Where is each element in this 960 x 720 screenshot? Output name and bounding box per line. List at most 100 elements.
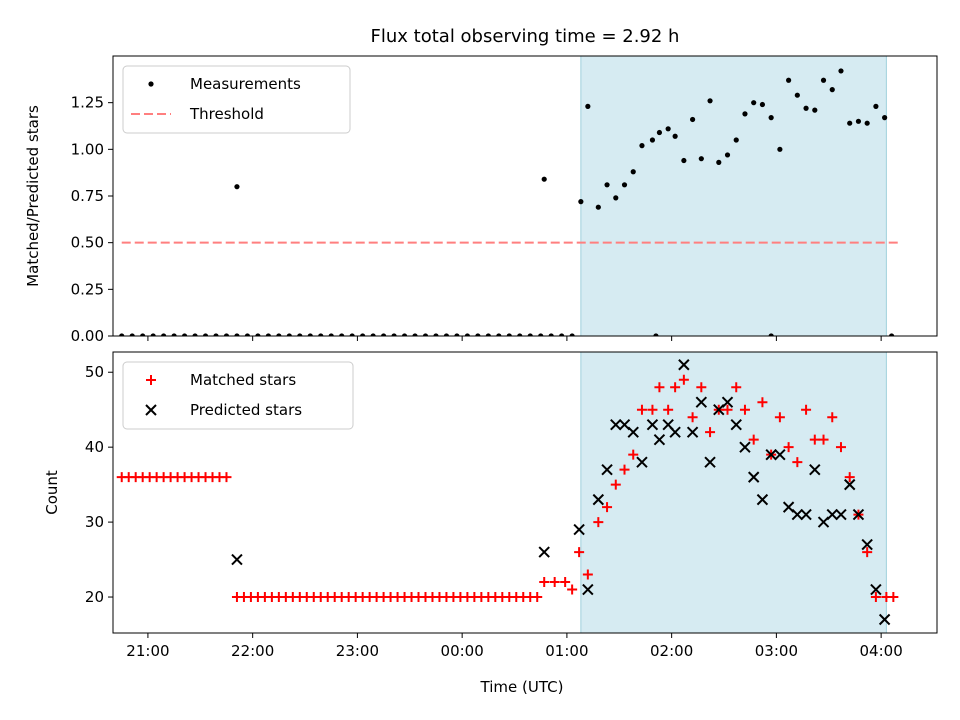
matched-star-point bbox=[888, 592, 899, 603]
measurement-point bbox=[380, 333, 387, 336]
legend: Matched stars Predicted stars bbox=[122, 361, 354, 430]
measurement-point bbox=[578, 199, 584, 205]
measurement-point bbox=[276, 333, 282, 336]
x-tick-label: 00:00 bbox=[441, 642, 484, 660]
predicted-star-point bbox=[592, 493, 605, 506]
matched-star-point bbox=[687, 412, 698, 423]
predicted-star-point bbox=[704, 456, 716, 468]
measurement-point bbox=[475, 333, 481, 336]
matched-star-point bbox=[792, 457, 803, 468]
measurement-point bbox=[422, 333, 429, 336]
y-tick-label: 30 bbox=[85, 513, 104, 531]
observing-window-span bbox=[580, 55, 887, 337]
measurement-point bbox=[716, 159, 722, 165]
matched-star-point bbox=[722, 404, 733, 415]
matched-star-point bbox=[628, 449, 639, 460]
predicted-star-point bbox=[610, 418, 622, 431]
x-axis-label: Time (UTC) bbox=[480, 678, 564, 696]
legend-measurement-swatch bbox=[148, 81, 154, 87]
matched-star-point bbox=[844, 472, 855, 483]
measurement-point bbox=[443, 333, 450, 336]
matched-star-point bbox=[593, 517, 604, 528]
matched-star-point bbox=[757, 397, 768, 408]
measurement-point bbox=[681, 157, 687, 164]
y-tick-label: 20 bbox=[85, 588, 104, 606]
matched-star-point bbox=[705, 427, 716, 438]
matched-star-point bbox=[539, 577, 550, 588]
measurement-point bbox=[527, 333, 533, 336]
count-panel: 20 30 40 50 21:00 22:00 23:00 00:00 01:00 02:00 03… bbox=[43, 351, 938, 696]
data-layer bbox=[119, 68, 899, 336]
y-tick-label: 50 bbox=[85, 363, 104, 381]
measurement-point bbox=[689, 116, 696, 123]
measurement-point bbox=[234, 333, 240, 336]
predicted-star-point bbox=[809, 463, 821, 476]
y-axis-label: Count bbox=[43, 470, 61, 515]
measurement-point bbox=[639, 143, 645, 149]
measurement-point bbox=[698, 156, 704, 162]
measurement-point bbox=[656, 129, 663, 136]
measurement-point bbox=[724, 152, 731, 158]
y-axis-label: Matched/Predicted stars bbox=[24, 105, 42, 287]
predicted-star-point bbox=[747, 471, 760, 483]
predicted-star-point bbox=[800, 508, 812, 521]
measurement-point bbox=[548, 333, 554, 336]
measurement-point bbox=[873, 103, 879, 109]
predicted-star-point bbox=[844, 478, 856, 491]
measurement-point bbox=[192, 333, 198, 336]
predicted-star-point bbox=[861, 538, 873, 551]
measurement-point bbox=[595, 204, 601, 210]
measurement-point bbox=[485, 333, 491, 336]
measurement-point bbox=[255, 333, 261, 336]
x-tick-label: 22:00 bbox=[231, 642, 274, 660]
measurement-point bbox=[569, 333, 575, 336]
measurement-point bbox=[433, 333, 439, 336]
observing-window-span bbox=[580, 351, 887, 634]
matched-star-point bbox=[582, 569, 593, 580]
measurement-point bbox=[794, 92, 800, 98]
matched-star-point bbox=[654, 382, 665, 393]
measurement-point bbox=[707, 98, 713, 104]
measurement-point bbox=[742, 111, 748, 117]
measurement-point bbox=[672, 133, 678, 139]
measurement-point bbox=[129, 333, 135, 336]
measurement-point bbox=[234, 184, 240, 190]
measurement-point bbox=[733, 137, 739, 143]
matched-star-point bbox=[827, 412, 838, 423]
series-measurements bbox=[119, 68, 895, 336]
measurement-point bbox=[286, 333, 292, 336]
measurement-point bbox=[202, 333, 209, 336]
measurement-point bbox=[506, 333, 512, 336]
measurement-point bbox=[391, 333, 397, 336]
predicted-star-point bbox=[601, 463, 613, 476]
matched-star-point bbox=[801, 404, 812, 415]
measurement-point bbox=[751, 100, 757, 106]
matched-star-point bbox=[862, 547, 873, 558]
matched-star-point bbox=[748, 434, 759, 445]
measurement-point bbox=[613, 195, 619, 201]
predicted-star-point bbox=[636, 456, 648, 468]
measurement-point bbox=[820, 77, 827, 83]
predicted-star-point bbox=[573, 523, 585, 536]
measurement-point bbox=[541, 176, 547, 182]
predicted-star-point bbox=[791, 508, 804, 521]
matched-star-point bbox=[221, 472, 232, 483]
matched-star-point bbox=[549, 577, 560, 588]
measurement-point bbox=[855, 118, 862, 124]
measurement-point bbox=[812, 107, 818, 113]
predicted-star-point bbox=[730, 418, 742, 431]
matched-star-point bbox=[731, 382, 742, 393]
predicted-star-point bbox=[686, 426, 699, 438]
measurement-point bbox=[328, 333, 334, 336]
measurement-point bbox=[213, 333, 219, 336]
measurement-point bbox=[401, 333, 408, 336]
chart-title: Flux total observing time = 2.92 h bbox=[371, 26, 680, 47]
x-tick-label: 23:00 bbox=[336, 642, 379, 660]
legend-box bbox=[122, 361, 354, 430]
matched-star-point bbox=[739, 404, 750, 415]
x-tick-label: 03:00 bbox=[755, 642, 798, 660]
predicted-star-point bbox=[739, 441, 751, 453]
predicted-star-point bbox=[756, 493, 769, 506]
y-tick-label: 0.25 bbox=[71, 280, 104, 298]
